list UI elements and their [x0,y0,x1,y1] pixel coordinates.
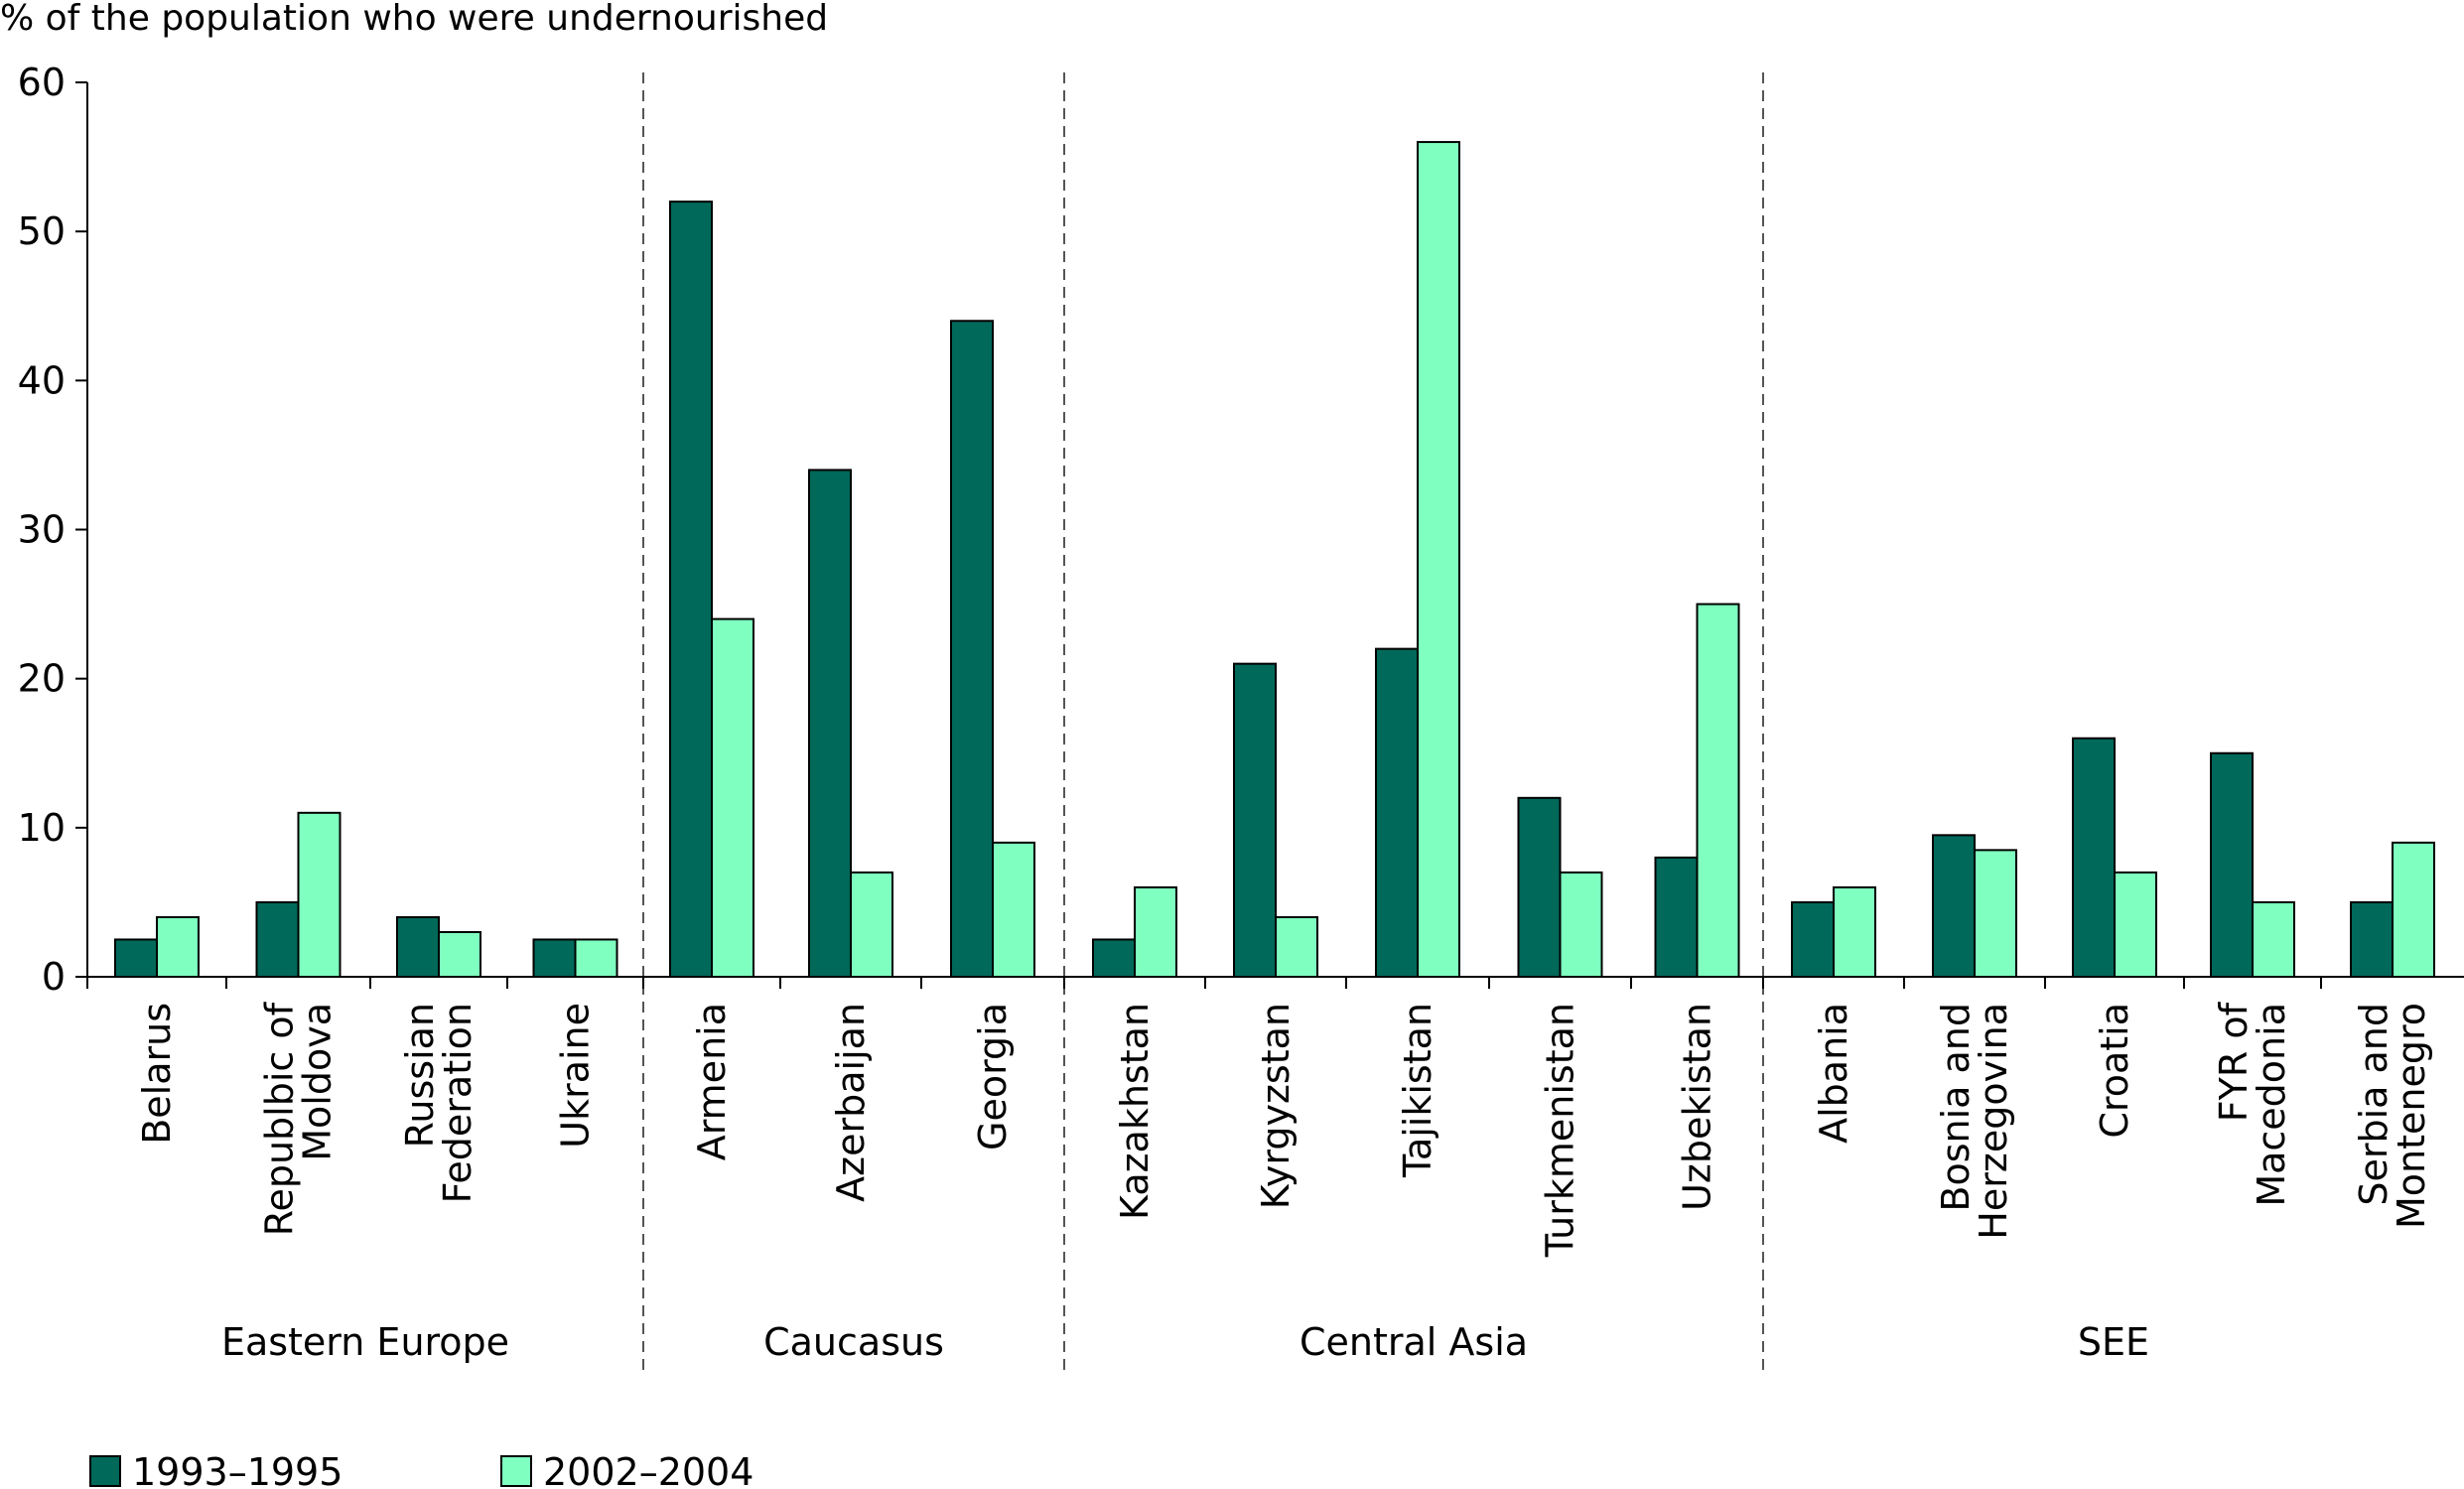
bar-series2 [1417,141,1460,979]
bar-series1 [2350,900,2394,979]
x-category-label-line: Bosnia and [1934,1003,1978,1212]
x-category-label-line: Georgia [971,1003,1015,1151]
bar-series1 [1932,834,1976,979]
bar-series2 [297,811,342,978]
y-axis: 0 10 20 30 40 50 60 [18,61,88,999]
bar-series2 [2392,841,2435,978]
bar-series2 [574,938,618,978]
x-category-label: Turkmenistan [1539,1003,1582,1258]
bar-series2 [1275,915,1318,979]
x-category-label: Republbic ofMoldova [258,1001,340,1236]
bar-series1 [1791,900,1835,979]
x-category-label-line: Herzegovina [1972,1003,2015,1240]
x-category-label: Kazakhstan [1113,1003,1157,1220]
x-category-label-line: Tajikistan [1396,1003,1439,1178]
bar-series2 [1559,871,1603,979]
y-tick-label: 50 [18,209,66,253]
bar-series2 [992,841,1035,978]
y-tick-label: 40 [18,358,66,402]
y-axis-title: % of the population who were undernouris… [0,0,828,39]
x-category-label-line: Armenia [690,1003,734,1160]
x-category-label-line: FYR of [2212,1001,2256,1122]
x-category-label: Kyrgyzstan [1254,1003,1298,1209]
group-label: SEE [2078,1320,2149,1364]
x-category-label-line: Kazakhstan [1113,1003,1157,1220]
x-category-label-line: Uzbekistan [1676,1003,1719,1211]
x-category-label: Ukraine [554,1003,598,1149]
bar-series2 [1833,885,1876,979]
x-category-label-line: Croatia [2093,1003,2136,1139]
x-category-label-line: Ukraine [554,1003,598,1149]
y-tick-label: 20 [18,657,66,701]
bar-series1 [255,900,300,979]
x-category-label-line: Albania [1812,1003,1855,1144]
group-label: Caucasus [763,1320,944,1364]
x-category-label-line: Kyrgyzstan [1254,1003,1298,1209]
x-category-label-line: Turkmenistan [1539,1003,1582,1258]
x-category-label: FYR ofMacedonia [2212,1001,2293,1206]
x-category-label: Belarus [135,1003,179,1145]
bars [114,141,2435,979]
bar-series2 [156,915,200,979]
x-category-label: Armenia [690,1003,734,1160]
y-tick-label: 30 [18,508,66,552]
bar-series1 [2210,751,2254,978]
x-axis [86,976,2464,989]
legend-label: 1993–1995 [132,1450,342,1489]
x-category-label-line: Republbic of [258,1001,302,1236]
legend-swatch [89,1455,121,1487]
category-labels: Belarus Republbic ofMoldova RussianFederat… [135,1001,2433,1258]
bar-series1 [1517,796,1562,978]
bar-series2 [2114,871,2157,979]
x-category-label-line: Montenegro [2390,1003,2433,1229]
group-separators [642,72,1764,1373]
x-category-label-line: Russian [398,1003,442,1148]
x-category-label: Tajikistan [1396,1003,1439,1178]
bar-series1 [808,469,852,978]
x-category-label-line: Federation [436,1003,479,1203]
y-tick-label: 10 [18,806,66,850]
bar-series1 [2072,737,2116,978]
x-category-label-line: Moldova [296,1003,340,1161]
y-tick-label: 0 [42,955,66,999]
legend: 1993–1995 2002–2004 [89,1450,753,1489]
bar-series2 [1134,885,1177,979]
bar-series2 [438,930,481,979]
y-tick-label: 60 [18,61,66,104]
x-category-label-line: Azerbaijan [829,1003,873,1202]
bar-series2 [2252,900,2295,979]
bar-series1 [669,201,713,978]
bar-series1 [396,915,440,979]
bar-series1 [950,320,994,978]
x-category-label: Albania [1812,1003,1855,1144]
x-category-label: RussianFederation [398,1003,479,1203]
x-category-label-line: Belarus [135,1003,179,1145]
bar-series2 [711,617,754,978]
bar-series1 [1375,647,1419,979]
bar-series1 [532,938,577,978]
bar-series1 [114,938,158,978]
legend-label: 2002–2004 [543,1450,753,1489]
x-category-label: Serbia andMontenegro [2352,1003,2433,1229]
x-category-label: Bosnia andHerzegovina [1934,1003,2015,1240]
bar-series1 [1654,856,1699,978]
legend-swatch [500,1455,532,1487]
bar-series2 [1696,603,1740,978]
x-category-label-line: Macedonia [2250,1003,2293,1207]
bar-series2 [1974,849,2017,979]
group-label: Eastern Europe [221,1320,509,1364]
bar-series2 [850,871,893,979]
bar-series1 [1233,662,1277,979]
bar-series1 [1092,938,1136,978]
group-labels: Eastern Europe Caucasus Central Asia SEE [221,1320,2149,1364]
x-category-label-line: Serbia and [2352,1003,2396,1206]
x-category-label: Uzbekistan [1676,1003,1719,1211]
group-label: Central Asia [1300,1320,1528,1364]
x-category-label: Croatia [2093,1003,2136,1139]
x-category-label: Georgia [971,1003,1015,1151]
x-category-label: Azerbaijan [829,1003,873,1202]
